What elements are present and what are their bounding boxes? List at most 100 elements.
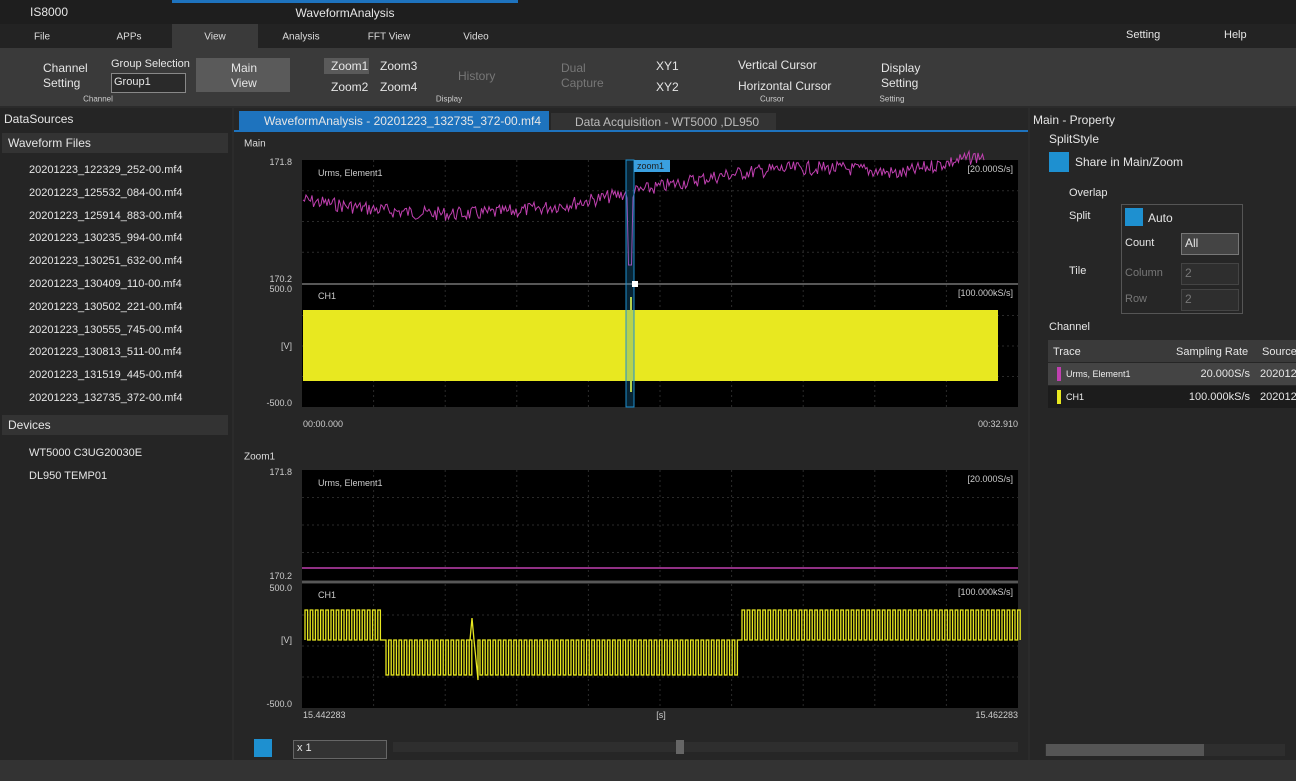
y-label: 500.0 <box>269 284 292 294</box>
panel-label: Zoom1 <box>244 452 275 463</box>
file-item: 20201223_132735_372-00.mf4 <box>29 392 183 404</box>
label: XY2 <box>656 80 679 94</box>
group-label: Setting <box>880 95 905 104</box>
label: All <box>1185 236 1198 250</box>
group-label: Cursor <box>760 95 784 104</box>
menu-tab: APPs <box>116 32 141 43</box>
cursor-handle <box>632 281 638 287</box>
label: 2 <box>1185 292 1192 306</box>
table-cell: 2020122 <box>1260 391 1296 403</box>
label: Count <box>1125 237 1154 249</box>
window-title: WaveformAnalysis <box>296 6 395 20</box>
y-label: 170.2 <box>269 571 292 581</box>
menu-tab: File <box>34 32 50 43</box>
label: History <box>458 69 495 83</box>
y-label: 500.0 <box>269 583 292 593</box>
menu-tab: Analysis <box>282 32 319 43</box>
file-item: 20201223_130235_994-00.mf4 <box>29 232 183 244</box>
label: Column <box>1125 267 1163 279</box>
label: Channel <box>1049 321 1090 333</box>
label: SplitStyle <box>1049 132 1099 146</box>
y-label: 170.2 <box>269 274 292 284</box>
table-header-cell: Trace <box>1053 346 1081 358</box>
label: Dual <box>561 61 586 75</box>
table-cell: 100.000kS/s <box>1189 391 1250 403</box>
label: Horizontal Cursor <box>738 79 831 93</box>
radio-label: Split <box>1069 210 1090 222</box>
file-item: 20201223_131519_445-00.mf4 <box>29 369 183 381</box>
setting-menu: Setting <box>1126 29 1160 41</box>
table-cell: 20.000S/s <box>1200 368 1250 380</box>
device-item: WT5000 C3UG20030E <box>29 447 142 459</box>
table-header-cell: Sampling Rate <box>1176 346 1248 358</box>
label: 2 <box>1185 266 1192 280</box>
devices-header: Devices <box>8 418 51 432</box>
doc-tab-title: Data Acquisition - WT5000 ,DL950 <box>575 115 759 129</box>
speed-value: x 1 <box>297 742 312 754</box>
x-label: 15.462283 <box>975 710 1018 720</box>
files-header: Waveform Files <box>8 136 91 150</box>
scroll-thumb <box>1046 744 1204 756</box>
panel-header: DataSources <box>4 112 73 126</box>
cursor-label: zoom1 <box>637 161 664 171</box>
y-label: 171.8 <box>269 467 292 477</box>
label: Capture <box>561 76 604 90</box>
file-item: 20201223_130813_511-00.mf4 <box>29 346 182 358</box>
table-header-cell: Source <box>1262 346 1296 358</box>
file-item: 20201223_130555_745-00.mf4 <box>29 324 183 336</box>
label: Vertical Cursor <box>738 58 817 72</box>
doc-tab-title: WaveformAnalysis - 20201223_132735_372-0… <box>264 114 541 128</box>
file-item: 20201223_130251_632-00.mf4 <box>29 255 183 267</box>
radio-label: Tile <box>1069 265 1086 277</box>
label: Row <box>1125 293 1147 305</box>
label: Auto <box>1148 211 1173 225</box>
trace-rate: [100.000kS/s] <box>958 587 1013 597</box>
label: Zoom2 <box>331 80 368 94</box>
label: Channel <box>43 61 88 75</box>
label: View <box>231 76 257 90</box>
x-unit: [s] <box>656 710 666 720</box>
label: Zoom1 <box>331 59 368 73</box>
label: Setting <box>881 76 918 90</box>
group-selection: Group Selection <box>111 58 190 70</box>
group-value: Group1 <box>114 76 151 88</box>
table-cell: 2020122 <box>1260 368 1296 380</box>
trace-name: Urms, Element1 <box>318 168 383 178</box>
y-unit: [V] <box>281 341 292 351</box>
file-item: 20201223_122329_252-00.mf4 <box>29 164 183 176</box>
trace-name: CH1 <box>318 590 336 600</box>
y-label: -500.0 <box>266 699 292 709</box>
help-menu: Help <box>1224 29 1247 41</box>
radio-label: Overlap <box>1069 187 1108 199</box>
trace-ch1-envelope <box>303 310 998 381</box>
scrollbar <box>393 742 1018 752</box>
file-item: 20201223_125532_084-00.mf4 <box>29 187 183 199</box>
label: Display <box>881 61 920 75</box>
menu-tab: FFT View <box>368 32 410 43</box>
group-label: Channel <box>83 95 113 104</box>
scroll-thumb <box>676 740 684 754</box>
panel-label: Main <box>244 139 266 150</box>
label: Main <box>231 61 257 75</box>
table-cell: CH1 <box>1066 392 1084 402</box>
trace-rate: [20.000S/s] <box>967 164 1013 174</box>
file-item: 20201223_130502_221-00.mf4 <box>29 301 183 313</box>
trace-name: CH1 <box>318 291 336 301</box>
file-item: 20201223_130409_110-00.mf4 <box>29 278 182 290</box>
menu-tab: View <box>204 32 226 43</box>
device-item: DL950 TEMP01 <box>29 470 107 482</box>
y-label: 171.8 <box>269 157 292 167</box>
label: Share in Main/Zoom <box>1075 155 1183 169</box>
app-name: IS8000 <box>30 5 68 19</box>
trace-rate: [100.000kS/s] <box>958 288 1013 298</box>
label: Zoom4 <box>380 80 417 94</box>
menu-tab: Video <box>463 32 488 43</box>
y-label: -500.0 <box>266 398 292 408</box>
x-label: 15.442283 <box>303 710 346 720</box>
label: Main - Property <box>1033 113 1115 127</box>
x-label: 00:32.910 <box>978 419 1018 429</box>
trace-name: Urms, Element1 <box>318 478 383 488</box>
label: Zoom3 <box>380 59 417 73</box>
x-label: 00:00.000 <box>303 419 343 429</box>
